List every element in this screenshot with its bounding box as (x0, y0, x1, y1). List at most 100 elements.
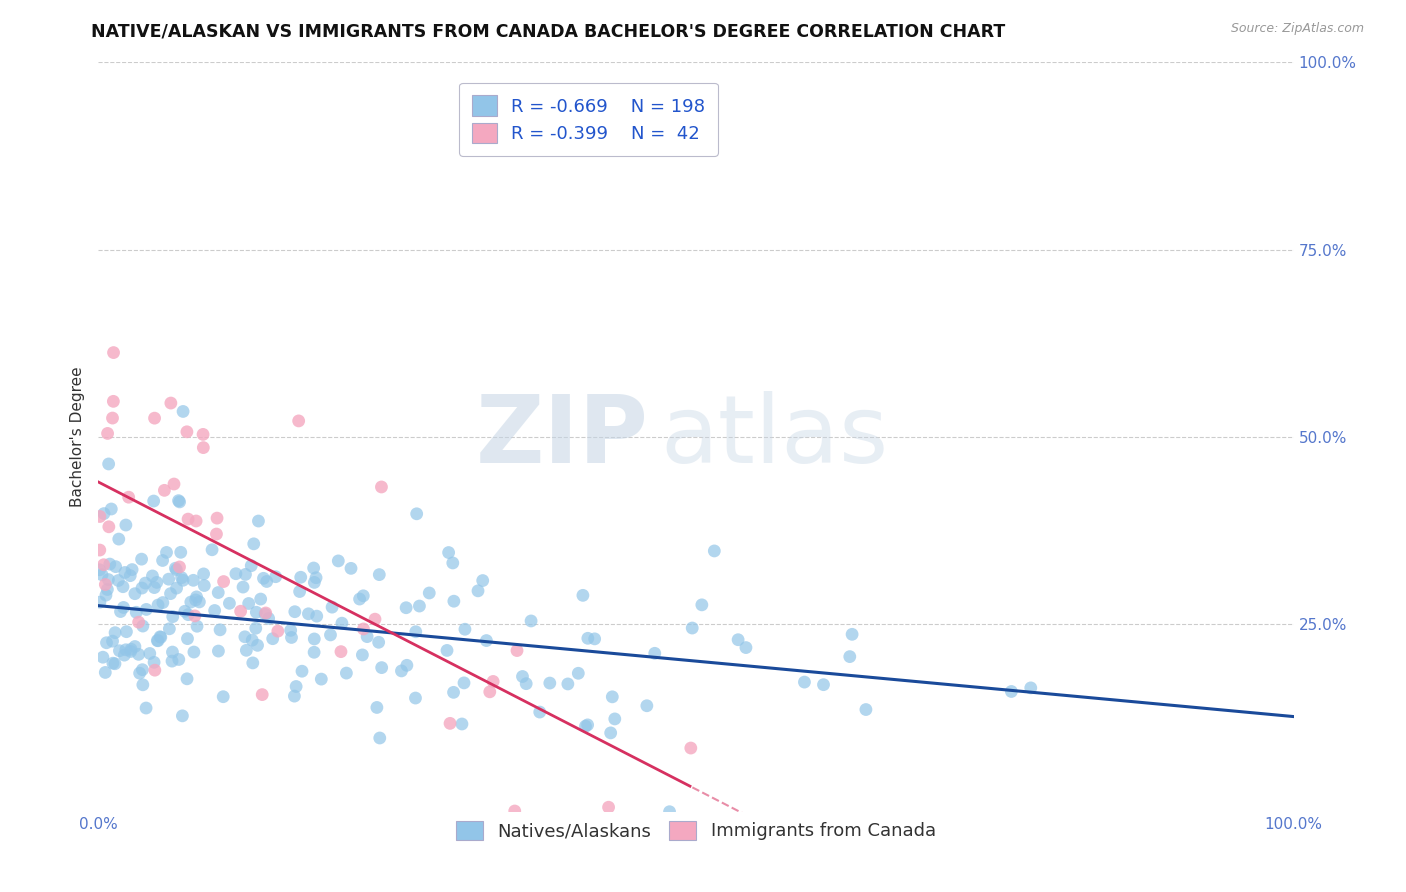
Point (205, 527, 228, 541)
Point (395, 658, 418, 673)
Point (101, 634, 124, 648)
Y-axis label: Bachelor's Degree: Bachelor's Degree (70, 367, 86, 508)
Point (838, 649, 860, 664)
Point (302, 561, 325, 575)
Point (246, 638, 269, 652)
Point (207, 644, 229, 658)
Point (557, 677, 579, 691)
Point (170, 545, 193, 559)
Point (98, 557, 121, 571)
Point (264, 570, 287, 584)
Point (183, 574, 205, 588)
Point (405, 507, 427, 521)
Point (112, 600, 135, 615)
Point (288, 584, 311, 599)
Point (121, 563, 143, 577)
Point (305, 609, 328, 624)
Point (120, 644, 142, 658)
Point (146, 575, 169, 590)
Point (1000, 684, 1022, 698)
Point (142, 494, 165, 508)
Point (97, 520, 120, 534)
Point (91, 650, 114, 665)
Legend: Natives/Alaskans, Immigrants from Canada: Natives/Alaskans, Immigrants from Canada (449, 814, 943, 847)
Point (356, 630, 378, 644)
Point (115, 518, 138, 533)
Point (391, 664, 413, 678)
Point (209, 623, 232, 637)
Point (681, 621, 703, 635)
Point (330, 645, 353, 659)
Point (233, 630, 256, 644)
Point (186, 590, 208, 604)
Point (636, 698, 658, 713)
Point (176, 672, 198, 686)
Point (291, 664, 314, 678)
Point (478, 685, 501, 699)
Point (173, 604, 195, 618)
Point (583, 632, 606, 646)
Point (93, 507, 115, 521)
Point (172, 574, 194, 588)
Point (139, 647, 162, 661)
Point (644, 646, 666, 660)
Point (443, 594, 465, 608)
Point (841, 627, 863, 641)
Point (305, 571, 328, 585)
Point (225, 566, 247, 581)
Point (143, 663, 166, 677)
Point (135, 701, 157, 715)
Point (180, 595, 202, 609)
Point (183, 645, 205, 659)
Point (149, 630, 172, 644)
Point (120, 642, 142, 657)
Point (506, 643, 529, 657)
Point (439, 716, 461, 731)
Text: atlas: atlas (661, 391, 889, 483)
Point (104, 559, 127, 574)
Point (240, 633, 263, 648)
Point (143, 581, 166, 595)
Point (418, 586, 440, 600)
Point (89, 543, 111, 558)
Point (152, 596, 174, 610)
Point (188, 595, 211, 609)
Point (110, 605, 132, 619)
Point (120, 568, 142, 582)
Point (218, 596, 240, 610)
Point (94, 665, 117, 680)
Point (128, 615, 150, 630)
Point (368, 567, 391, 582)
Point (254, 607, 277, 622)
Point (146, 633, 169, 648)
Point (453, 676, 475, 690)
Point (287, 414, 309, 428)
Point (162, 645, 184, 659)
Point (538, 676, 561, 690)
Point (249, 592, 271, 607)
Point (443, 685, 465, 699)
Point (229, 604, 252, 618)
Point (101, 656, 124, 670)
Point (520, 614, 543, 628)
Point (367, 635, 389, 649)
Point (321, 600, 343, 615)
Point (304, 575, 326, 590)
Point (125, 605, 148, 619)
Point (512, 669, 534, 683)
Point (238, 597, 260, 611)
Point (471, 574, 494, 588)
Point (364, 612, 387, 626)
Point (101, 411, 124, 425)
Point (600, 690, 623, 704)
Point (118, 490, 141, 504)
Point (159, 587, 181, 601)
Point (340, 561, 363, 575)
Point (603, 712, 626, 726)
Point (193, 441, 215, 455)
Point (170, 571, 193, 585)
Point (201, 542, 224, 557)
Point (245, 605, 267, 619)
Point (167, 652, 190, 666)
Point (285, 680, 308, 694)
